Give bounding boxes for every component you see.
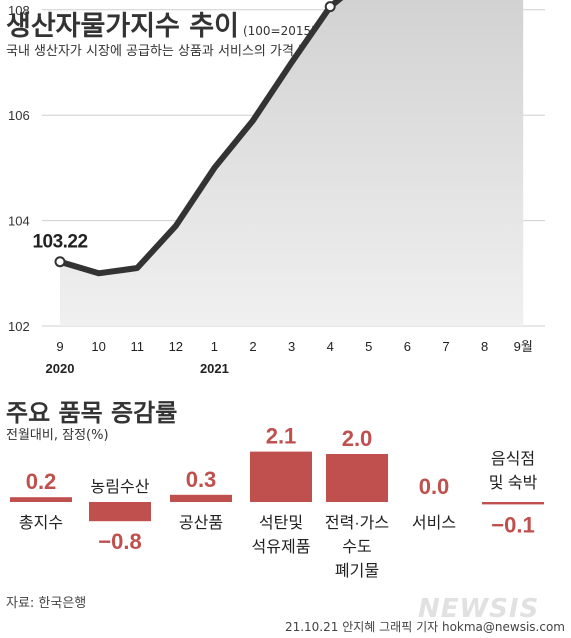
x-tick-label: 8 [481, 339, 488, 354]
x-tick-label: 10 [91, 339, 105, 354]
bar-value-label: 2.1 [266, 424, 297, 449]
series-line [57, 0, 344, 277]
x-tick-label: 5 [365, 339, 372, 354]
x-tick-label: 2 [249, 339, 256, 354]
bar [482, 502, 544, 505]
section2-subtitle: 전월대비, 잠정(%) [6, 428, 109, 443]
x-tick-label: 7 [442, 339, 449, 354]
y-tick-label: 108 [8, 3, 30, 18]
page-title: 생산자물가지수 추이 (100=2015년) [6, 4, 327, 43]
category-label: 서비스 [412, 514, 456, 532]
title-text: 생산자물가지수 추이 [6, 11, 239, 42]
year-label: 2020 [46, 361, 75, 376]
year-label: 2021 [200, 361, 229, 376]
y-tick-label: 106 [8, 108, 30, 123]
x-tick-label: 9월 [514, 339, 533, 354]
bar-value-label: 2.0 [342, 426, 373, 451]
x-tick-label: 4 [327, 339, 334, 354]
data-point [324, 1, 336, 13]
x-tick-label: 9 [56, 339, 63, 354]
bar [10, 497, 72, 502]
x-tick-label: 11 [130, 339, 144, 354]
section2-title: 주요 품목 증감률 [6, 399, 178, 427]
x-tick-label: 1 [211, 339, 218, 354]
category-label: 농림수산 [91, 478, 150, 496]
category-label: 수도 [342, 538, 371, 556]
data-label: 103.22 [32, 232, 87, 253]
source-note: 자료: 한국은행 [6, 596, 87, 611]
category-label: 전력·가스 [325, 514, 389, 532]
category-label: 및 숙박 [489, 474, 538, 492]
y-tick-label: 102 [8, 319, 30, 334]
credit-line: 21.10.21 안지혜 그래픽 기자 hokma@newsis.com [284, 620, 565, 634]
category-label: 석유제품 [252, 538, 311, 556]
x-tick-label: 12 [169, 339, 183, 354]
line-chart: 102104106108110103.22108.06108.65109.221… [8, 0, 545, 376]
x-tick-label: 3 [288, 339, 295, 354]
category-label: 음식점 [491, 450, 535, 468]
category-label: 폐기물 [335, 562, 379, 580]
category-label: 총지수 [19, 514, 63, 532]
bar [250, 451, 312, 502]
bar-value-label: 0.2 [26, 469, 57, 494]
data-point [54, 256, 66, 268]
bar [326, 454, 388, 502]
category-label: 석탄및 [259, 514, 303, 532]
bar-value-label: 0.3 [186, 467, 217, 492]
y-tick-label: 104 [8, 214, 30, 229]
bar-value-label: −0.8 [98, 529, 141, 554]
bar [89, 502, 151, 522]
bar-value-label: 0.0 [419, 474, 450, 499]
title-note: (100=2015년) [242, 24, 327, 38]
bar [170, 494, 232, 502]
watermark-logo: NEWSIS [418, 594, 540, 624]
bar-value-label: −0.1 [491, 512, 534, 537]
area-fill [60, 0, 524, 326]
category-label: 공산품 [179, 514, 223, 532]
x-tick-label: 6 [404, 339, 411, 354]
